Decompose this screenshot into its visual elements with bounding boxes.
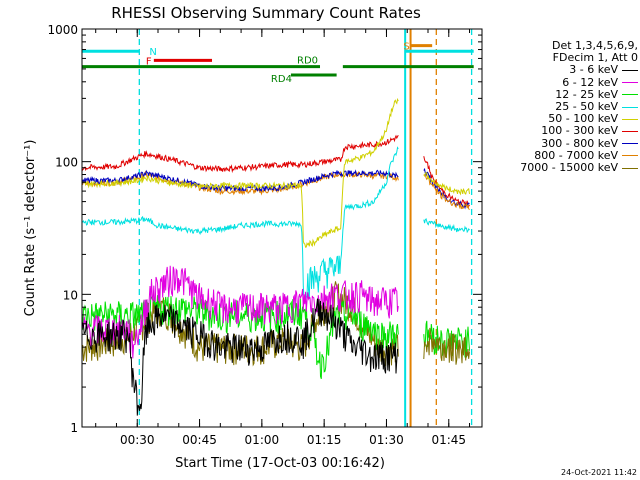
legend-entry: 6 - 12 keV [490, 75, 638, 89]
axes: 00:30 00:45 01:00 01:15 01:30 01:45 1 10 100 1000 [47, 23, 482, 447]
series-line [81, 295, 399, 380]
y-axis-label: Count Rate (s⁻¹ detector⁻¹) [23, 140, 38, 317]
legend-entry-label: 3 - 6 keV [569, 63, 618, 77]
x-axis-label: Start Time (17-Oct-03 00:16:42) [175, 456, 385, 471]
series-line [423, 320, 470, 358]
legend-swatch [622, 167, 638, 169]
legend-entry: 300 - 800 keV [490, 136, 638, 150]
legend-header-line: FDecim 1, Att 0 [552, 51, 638, 65]
x-tick-label: 01:00 [245, 433, 280, 447]
marker-lines [138, 29, 473, 427]
legend-swatch [622, 143, 638, 145]
legend-swatch [622, 70, 638, 71]
series-line [423, 156, 470, 208]
series-line [81, 146, 399, 301]
flag-label: N [149, 47, 156, 58]
chart-title: RHESSI Observing Summary Count Rates [111, 4, 421, 22]
x-tick-label: 01:45 [431, 433, 466, 447]
flag-label: RD4 [271, 74, 292, 85]
legend-entry: 100 - 300 keV [490, 125, 638, 137]
legend-entry-label: 800 - 7000 keV [534, 148, 618, 162]
x-tick-label: 01:30 [369, 433, 404, 447]
y-tick-label: 1 [70, 421, 78, 435]
series-line [423, 217, 470, 234]
legend-swatch [622, 94, 638, 96]
series-line [423, 174, 470, 211]
legend-entry-label: 12 - 25 keV [555, 87, 618, 101]
timestamp: 24-Oct-2021 11:42 [561, 468, 637, 477]
series-line [423, 327, 470, 365]
legend-entry: 7000 - 15000 keV [490, 161, 638, 175]
legend-entry-label: 300 - 800 keV [541, 136, 618, 150]
legend-header-line: Det 1,3,4,5,6,9, [551, 39, 638, 52]
x-tick-label: 00:30 [120, 433, 155, 447]
y-tick-label: 10 [63, 288, 78, 302]
legend-entry-label: 7000 - 15000 keV [520, 161, 618, 175]
series-line [81, 169, 399, 193]
flag-label: F [146, 56, 152, 67]
legend-entry-label: 50 - 100 keV [548, 112, 618, 126]
flag-label: RD0 [297, 56, 318, 67]
series-line [81, 281, 399, 367]
y-tick-label: 1000 [47, 23, 78, 37]
series-line [423, 171, 470, 196]
legend-entry: 50 - 100 keV [490, 113, 638, 125]
flag-bars: NF S RD0 RD4 [82, 42, 474, 85]
y-tick-label: 100 [55, 156, 78, 170]
series-line [81, 134, 399, 174]
legend-entry-label: 100 - 300 keV [541, 124, 618, 138]
legend-entry-label: 25 - 50 keV [555, 100, 618, 114]
flag-label: S [403, 42, 409, 53]
series-line [81, 298, 399, 416]
series-line [81, 265, 399, 359]
x-tick-label: 00:45 [182, 433, 217, 447]
legend-swatch [622, 155, 638, 157]
series-lines [81, 97, 470, 416]
legend-entry: 25 - 50 keV [490, 100, 638, 114]
legend-entry: 3 - 6 keV [490, 64, 638, 76]
plot-frame [81, 28, 483, 428]
legend-swatch [622, 82, 638, 84]
series-line [81, 97, 399, 248]
legend-swatch [622, 106, 638, 108]
legend-swatch [622, 118, 638, 120]
legend-entry: 800 - 7000 keV [490, 148, 638, 162]
x-tick-label: 01:15 [307, 433, 342, 447]
legend-swatch [622, 131, 638, 133]
legend-entry: 12 - 25 keV [490, 87, 638, 101]
legend: Det 1,3,4,5,6,9, FDecim 1, Att 0 3 - 6 k… [490, 39, 638, 175]
legend-entry-label: 6 - 12 keV [562, 75, 618, 89]
